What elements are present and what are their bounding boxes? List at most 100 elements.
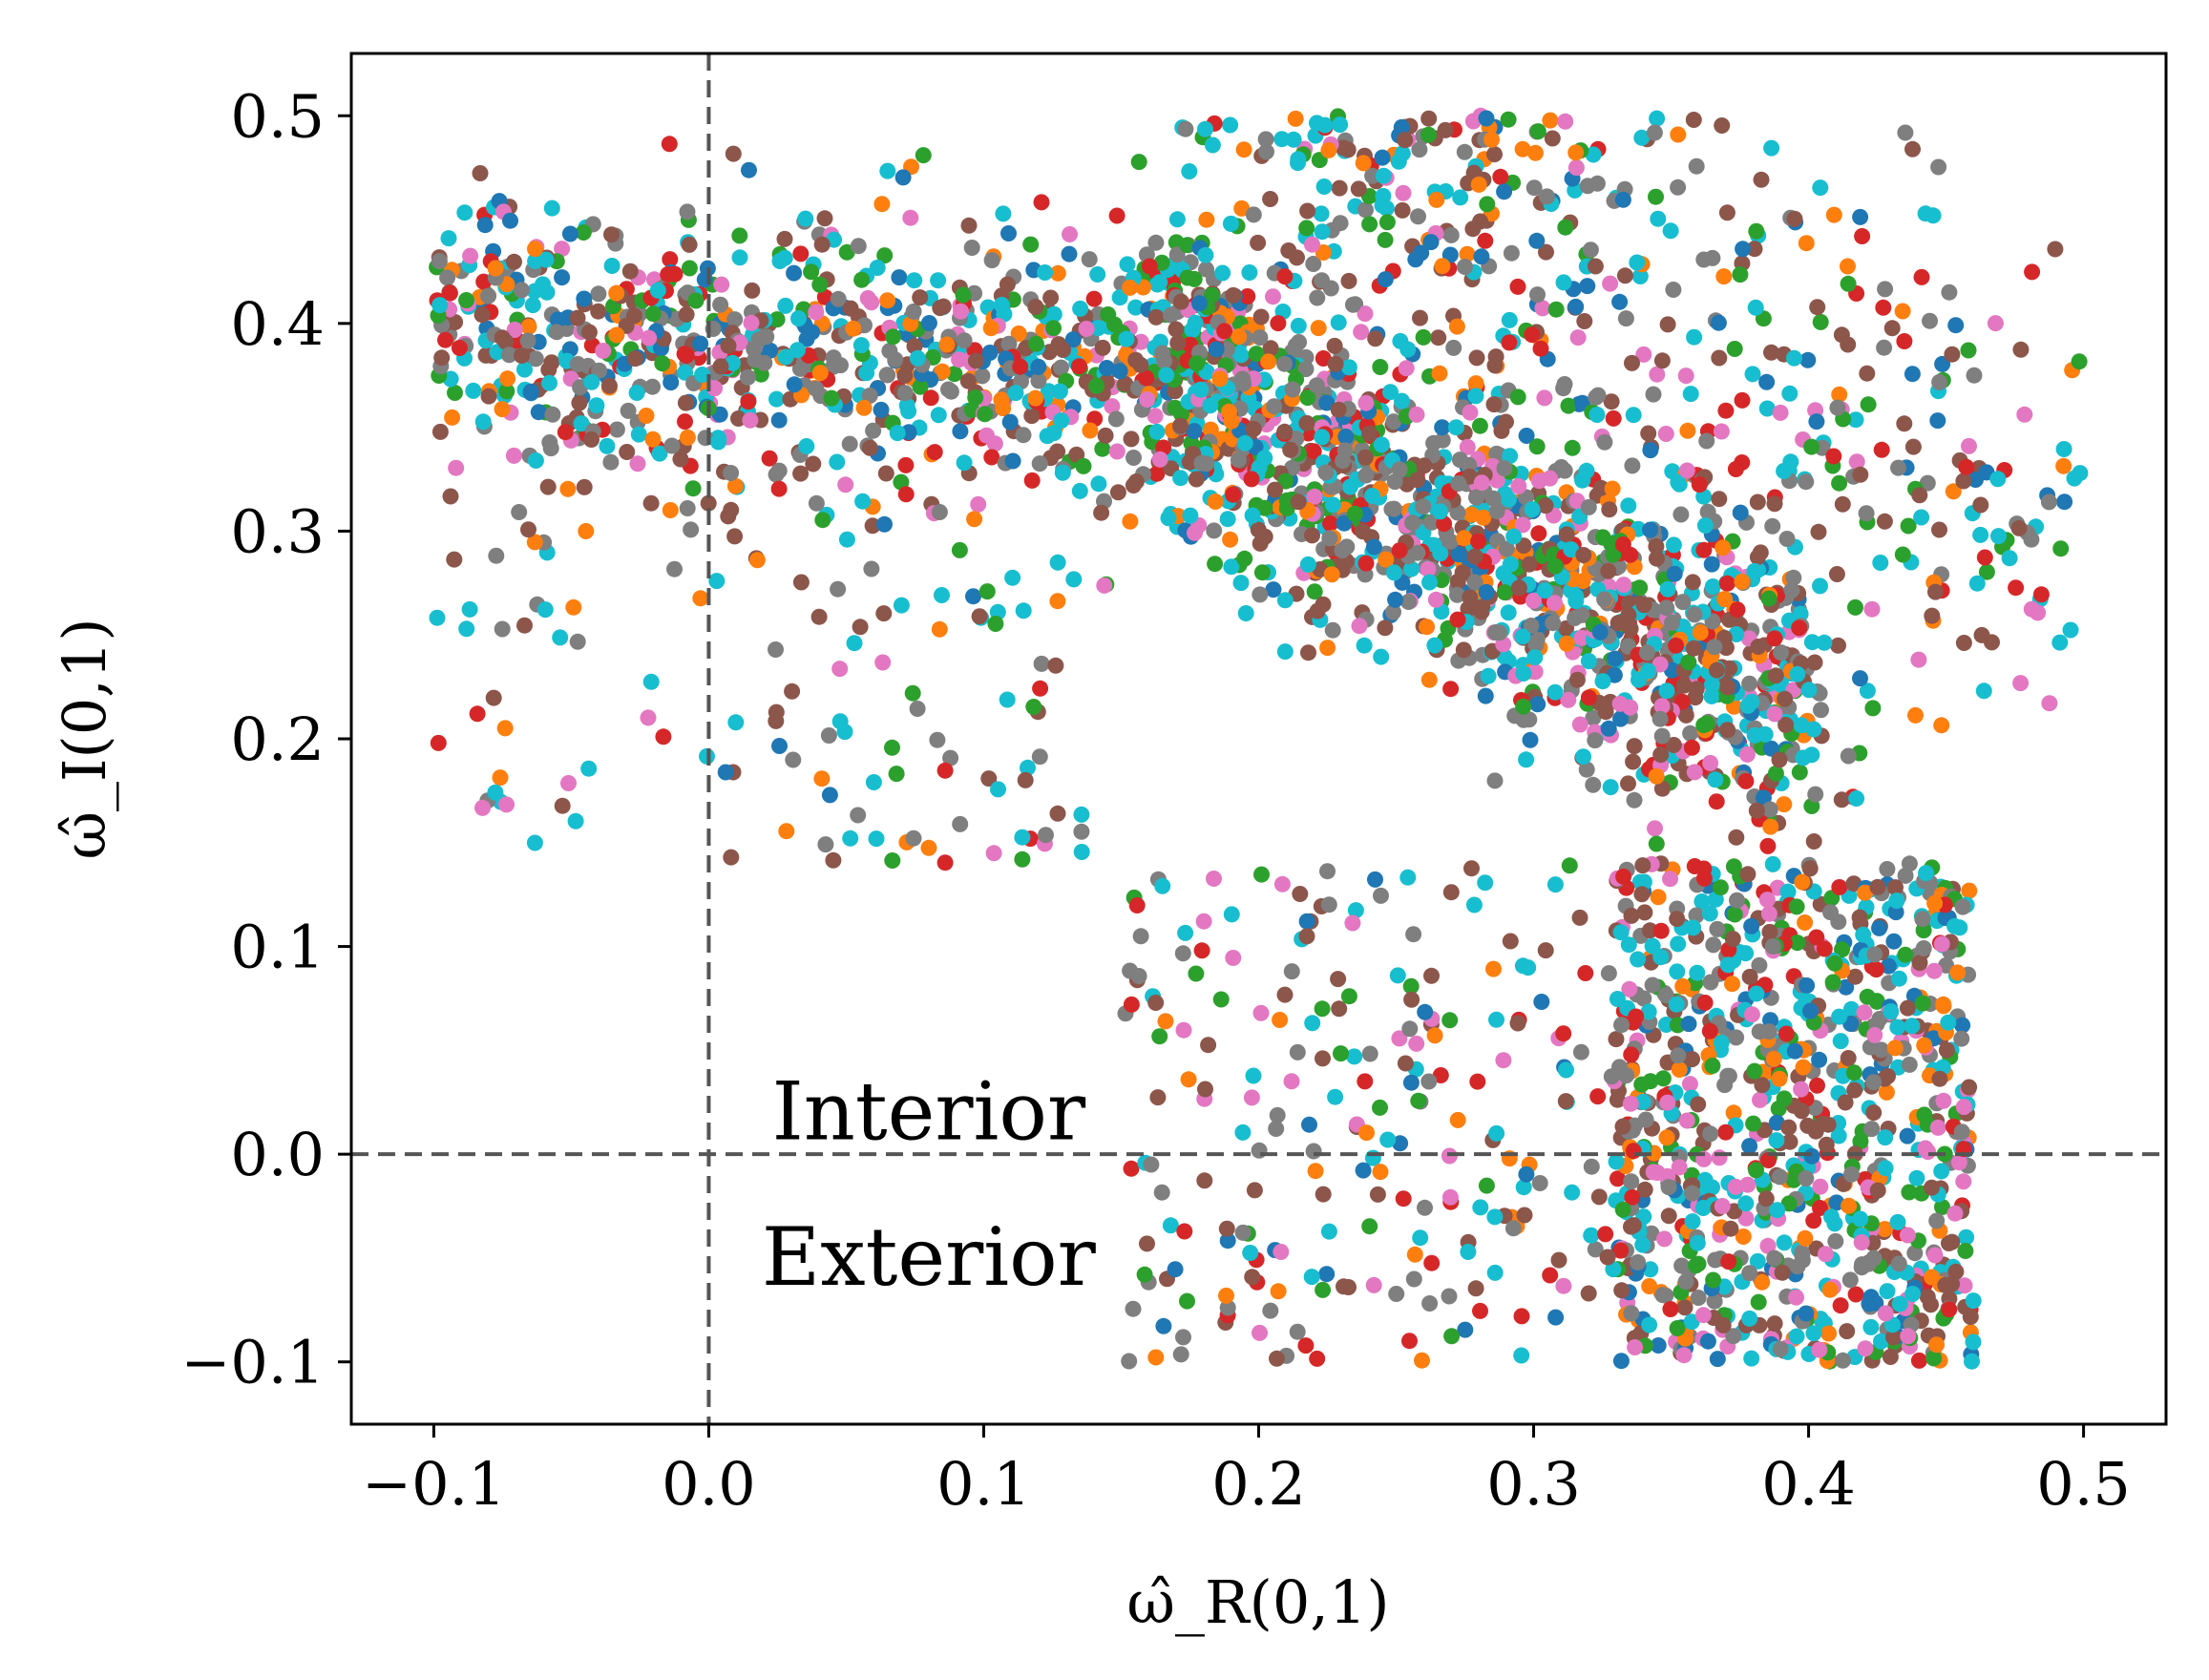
data-point: [1847, 1286, 1864, 1303]
data-point: [1309, 1350, 1326, 1367]
data-point: [1847, 411, 1864, 429]
data-point: [473, 306, 491, 324]
data-point: [1683, 739, 1700, 756]
data-point: [1793, 1081, 1810, 1098]
data-point: [1887, 879, 1904, 896]
data-point: [708, 573, 726, 590]
data-point: [1670, 935, 1687, 953]
data-point: [641, 329, 658, 346]
data-point: [1684, 574, 1701, 591]
data-point: [1585, 146, 1602, 163]
data-point: [1269, 1106, 1286, 1124]
data-point: [1563, 541, 1580, 558]
data-point: [902, 315, 919, 332]
data-point: [1771, 1070, 1788, 1087]
data-point: [1477, 687, 1494, 704]
reference-lines: [351, 53, 2166, 1424]
data-point: [1852, 1133, 1869, 1150]
data-point: [993, 297, 1010, 313]
data-point: [1404, 514, 1421, 532]
data-point: [1690, 1290, 1707, 1306]
data-point: [1155, 1317, 1172, 1334]
data-point: [1072, 300, 1089, 317]
data-point: [1750, 1293, 1767, 1311]
data-point: [1234, 1224, 1252, 1241]
data-point: [877, 465, 894, 482]
data-point: [1567, 610, 1584, 626]
data-point: [1546, 557, 1564, 575]
data-point: [1168, 246, 1186, 263]
data-point: [516, 617, 533, 634]
data-point: [1659, 580, 1676, 598]
data-point: [1746, 726, 1763, 744]
data-point: [1642, 1261, 1659, 1278]
data-point: [1855, 926, 1872, 943]
data-point: [1652, 746, 1670, 764]
data-point: [1462, 404, 1479, 421]
data-point: [967, 389, 984, 406]
data-point: [1947, 317, 1965, 334]
data-point: [1375, 167, 1392, 184]
data-point: [1441, 1288, 1458, 1305]
data-point: [661, 136, 678, 153]
data-point: [1250, 234, 1267, 251]
data-point: [1419, 619, 1436, 636]
data-point: [1828, 566, 1845, 582]
data-point: [1634, 1093, 1651, 1110]
data-point: [1603, 393, 1620, 410]
data-point: [1798, 235, 1815, 252]
data-point: [1392, 332, 1409, 349]
data-point: [817, 836, 834, 853]
data-point: [982, 320, 999, 337]
data-point: [485, 689, 502, 706]
data-point: [1498, 413, 1514, 430]
data-point: [429, 609, 446, 626]
data-point: [677, 413, 693, 430]
data-point: [1688, 681, 1705, 698]
data-point: [1925, 962, 1943, 979]
data-point: [1330, 401, 1347, 418]
data-point: [1075, 457, 1092, 474]
data-point: [1798, 473, 1815, 491]
data-point: [1248, 346, 1265, 363]
data-point: [1546, 595, 1563, 612]
data-point: [1385, 413, 1402, 430]
data-point: [1466, 574, 1483, 591]
data-point: [1214, 264, 1231, 282]
data-point: [1867, 961, 1884, 978]
data-point: [465, 382, 482, 399]
data-point: [1477, 874, 1494, 892]
data-point: [1799, 977, 1816, 994]
data-point: [1108, 443, 1126, 460]
data-point: [1258, 143, 1274, 160]
data-point: [1252, 329, 1269, 346]
data-point: [692, 335, 709, 352]
data-point: [1347, 902, 1364, 919]
data-point: [1197, 120, 1213, 137]
data-point: [1772, 1340, 1789, 1357]
data-point: [1172, 470, 1189, 487]
data-point: [1765, 1050, 1782, 1067]
data-point: [865, 774, 882, 790]
data-point: [1314, 272, 1331, 289]
points-layer: [429, 107, 2089, 1370]
data-point: [1449, 611, 1466, 628]
data-point: [1207, 494, 1224, 510]
data-point: [1158, 367, 1175, 384]
data-point: [811, 365, 829, 382]
data-point: [1720, 1253, 1737, 1270]
data-point: [1388, 1286, 1405, 1302]
data-point: [1646, 124, 1663, 141]
data-point: [1676, 1299, 1694, 1316]
data-point: [1085, 290, 1103, 307]
data-point: [1524, 501, 1541, 518]
data-point: [1829, 399, 1846, 416]
data-point: [1434, 258, 1451, 275]
data-point: [1177, 924, 1194, 941]
data-point: [1675, 1347, 1693, 1364]
data-point: [469, 705, 486, 723]
data-point: [1625, 407, 1642, 424]
data-point: [878, 367, 895, 384]
data-point: [1841, 1271, 1859, 1289]
data-point: [1276, 986, 1294, 1003]
